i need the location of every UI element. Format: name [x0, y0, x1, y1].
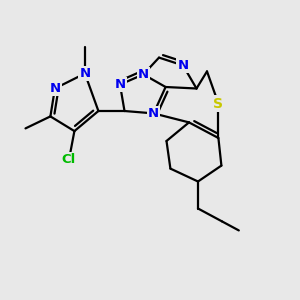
Text: N: N — [49, 82, 61, 95]
Text: N: N — [148, 107, 159, 120]
Text: N: N — [177, 59, 189, 72]
Text: N: N — [79, 67, 91, 80]
Text: N: N — [138, 68, 149, 81]
Text: Cl: Cl — [62, 153, 76, 166]
Text: S: S — [213, 97, 224, 110]
Text: N: N — [114, 78, 126, 91]
